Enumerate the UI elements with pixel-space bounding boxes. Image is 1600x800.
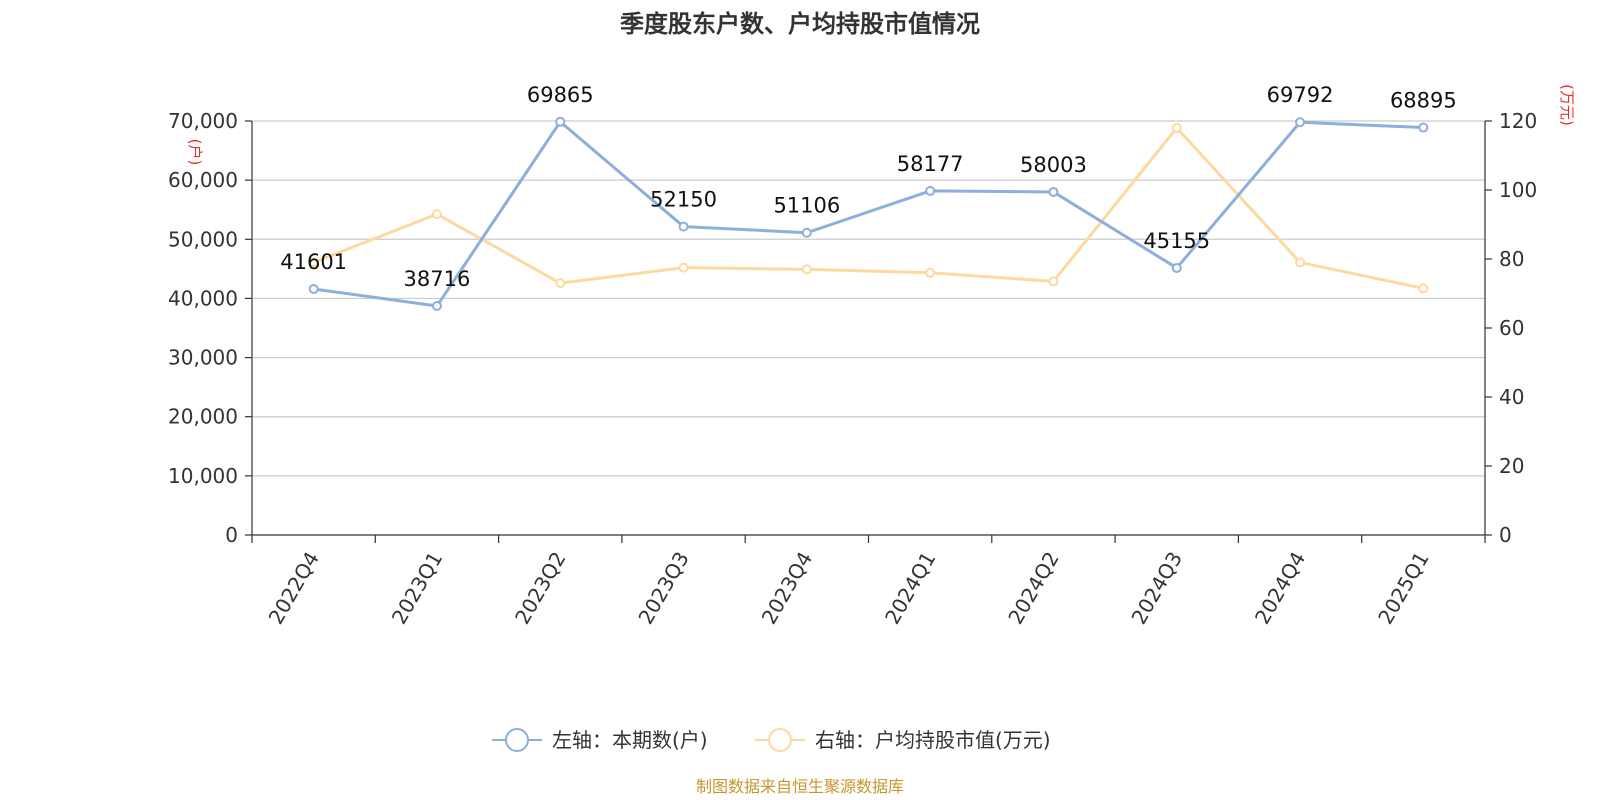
legend-market-value-label: 右轴：户均持股市值(万元) xyxy=(815,728,1051,752)
households-data-label: 58003 xyxy=(1020,153,1087,177)
right-axis-tick-label: 0 xyxy=(1499,523,1512,547)
market-value-point xyxy=(431,209,442,220)
market-value-point xyxy=(801,264,812,275)
left-axis-unit: (户) xyxy=(186,139,204,166)
left-axis-tick-label: 40,000 xyxy=(168,286,238,310)
x-axis-tick-label: 2023Q2 xyxy=(510,548,570,629)
left-axis-tick-label: 70,000 xyxy=(168,109,238,133)
households-point xyxy=(925,185,936,196)
legend-market-value-marker xyxy=(768,728,792,752)
households-data-label: 51106 xyxy=(773,194,840,218)
households-point xyxy=(555,116,566,127)
legend-item-market-value[interactable]: 右轴：户均持股市值(万元) xyxy=(755,728,1051,752)
households-point xyxy=(308,283,319,294)
chart-title: 季度股东户数、户均持股市值情况 xyxy=(620,10,980,38)
market-value-point xyxy=(1171,122,1182,133)
households-data-label: 52150 xyxy=(650,188,717,212)
legend-households-marker xyxy=(505,728,529,752)
x-axis-tick-label: 2024Q4 xyxy=(1250,548,1310,629)
market-value-point xyxy=(1418,283,1429,294)
households-point xyxy=(678,221,689,232)
right-axis-tick-label: 20 xyxy=(1499,454,1524,478)
households-data-label: 45155 xyxy=(1143,229,1210,253)
right-axis-tick-label: 100 xyxy=(1499,178,1537,202)
households-point xyxy=(431,301,442,312)
households-data-label: 58177 xyxy=(897,152,964,176)
market-value-line xyxy=(313,126,1424,290)
households-data-label: 38716 xyxy=(404,267,471,291)
legend-item-households[interactable]: 左轴：本期数(户) xyxy=(492,728,708,752)
right-axis-tick-label: 80 xyxy=(1499,247,1524,271)
left-axis-tick-label: 0 xyxy=(225,523,238,547)
households-point xyxy=(1171,262,1182,273)
x-axis-tick-label: 2025Q1 xyxy=(1373,548,1433,629)
x-axis-tick-label: 2024Q2 xyxy=(1003,548,1063,629)
market-value-point xyxy=(555,278,566,289)
legend[interactable]: 左轴：本期数(户) 右轴：户均持股市值(万元) xyxy=(492,728,1051,752)
legend-households-label: 左轴：本期数(户) xyxy=(552,728,708,752)
households-data-label: 68895 xyxy=(1390,89,1457,113)
households-data-label: 41601 xyxy=(280,250,347,274)
households-data-label: 69865 xyxy=(527,83,594,107)
households-point xyxy=(1295,117,1306,128)
households-line xyxy=(313,120,1424,308)
x-axis-tick-label: 2024Q1 xyxy=(880,548,940,629)
grid-lines xyxy=(252,120,1485,477)
data-labels: 41601 38716 69865 52150 51106 58177 58003 45155… xyxy=(280,83,1457,291)
series-lines xyxy=(308,116,1429,312)
households-point xyxy=(1418,122,1429,133)
households-point xyxy=(801,227,812,238)
households-point xyxy=(1048,186,1059,197)
left-axis-tick-label: 20,000 xyxy=(168,405,238,429)
right-axis-tick-label: 120 xyxy=(1499,109,1537,133)
axes: 0 10,000 20,000 30,000 40,000 50,000 60,000 70,… xyxy=(168,109,1537,628)
x-axis-tick-label: 2022Q4 xyxy=(264,548,324,629)
right-axis-unit: (万元) xyxy=(1558,84,1576,126)
left-axis-tick-label: 50,000 xyxy=(168,227,238,251)
market-value-point xyxy=(308,257,319,268)
market-value-point xyxy=(925,267,936,278)
left-axis-tick-label: 60,000 xyxy=(168,168,238,192)
left-axis-tick-label: 30,000 xyxy=(168,346,238,370)
right-axis-tick-label: 60 xyxy=(1499,316,1524,340)
x-axis-tick-label: 2023Q3 xyxy=(633,548,693,629)
households-data-label: 69792 xyxy=(1267,83,1334,107)
market-value-point xyxy=(1295,257,1306,268)
x-axis-tick-label: 2023Q4 xyxy=(757,548,817,629)
market-value-point xyxy=(1048,276,1059,287)
right-axis-tick-label: 40 xyxy=(1499,385,1524,409)
left-axis-tick-label: 10,000 xyxy=(168,464,238,488)
source-note: 制图数据来自恒生聚源数据库 xyxy=(696,777,904,796)
x-axis-tick-label: 2023Q1 xyxy=(387,548,447,629)
market-value-point xyxy=(678,262,689,273)
x-axis-tick-label: 2024Q3 xyxy=(1127,548,1187,629)
